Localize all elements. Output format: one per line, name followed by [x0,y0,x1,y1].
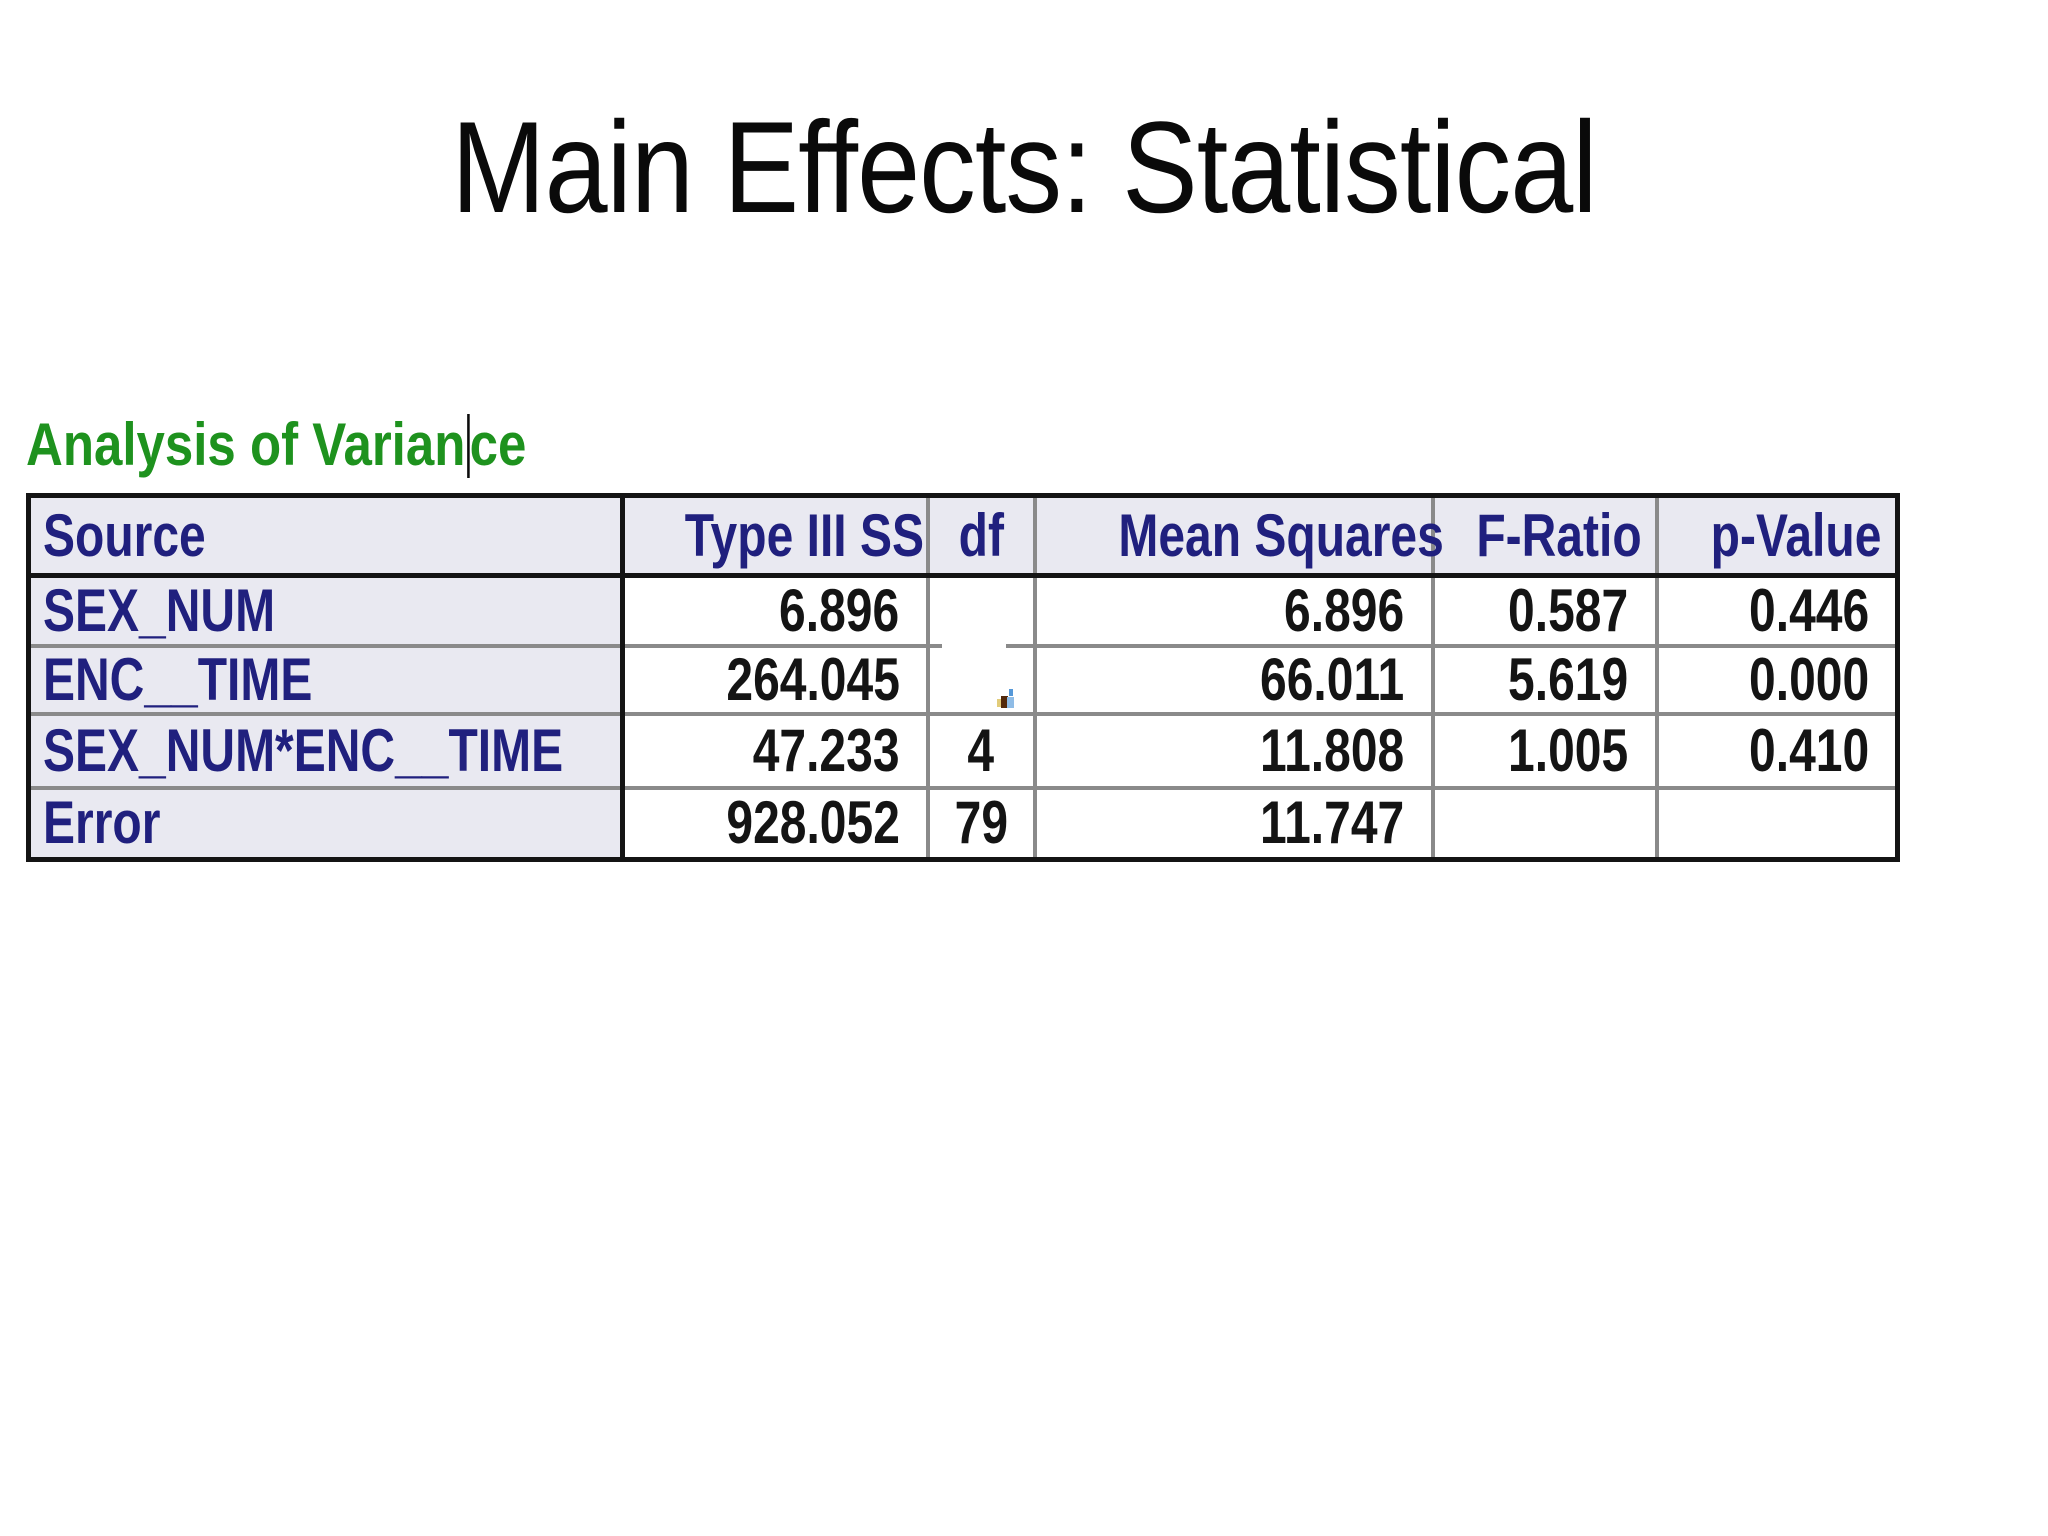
render-artifact-pixels [1009,689,1013,696]
column-header-type-iii-ss: Type III SS [620,495,928,578]
cell-type-iii-ss: 928.052 [620,785,928,860]
cell-source: SEX_NUM*ENC__TIME [28,711,625,788]
cell-mean-squares: 11.808 [1032,711,1433,788]
cell-p-value: 0.000 [1654,643,1898,714]
cell-df: 79 [925,785,1035,860]
cell-mean-squares: 6.896 [1032,573,1433,646]
table-row: Error 928.052 79 11.747 [28,785,1898,860]
render-artifact-pixels [997,699,1002,707]
page-title[interactable]: Main Effects: Statistical [451,94,1597,240]
render-artifact-gridline-gap [942,640,1006,654]
cell-source: ENC__TIME [28,643,625,714]
cell-f-ratio: 5.619 [1430,643,1657,714]
cell-type-iii-ss: 6.896 [620,573,928,646]
cell-mean-squares: 66.011 [1032,643,1433,714]
column-header-f-ratio: F-Ratio [1430,495,1657,578]
cell-f-ratio [1430,785,1657,860]
column-header-source: Source [28,495,625,578]
cell-source: SEX_NUM [28,573,625,646]
column-header-mean-squares: Mean Squares [1032,495,1443,578]
render-artifact-pixels [1001,696,1008,708]
cell-df: 4 [925,711,1035,788]
column-header-df: df [925,495,1035,578]
column-header-p-value: p-Value [1654,495,1898,578]
cell-p-value: 0.410 [1654,711,1898,788]
anova-table[interactable]: Source Type III SS df Mean Squares F-Rat… [26,493,1900,862]
anova-title-text-before-caret: Analysis of Varian [26,411,466,478]
cell-p-value: 0.446 [1654,573,1898,646]
cell-type-iii-ss: 47.233 [620,711,928,788]
table-row: SEX_NUM*ENC__TIME 47.233 4 11.808 1.005 … [28,711,1898,788]
cell-mean-squares: 11.747 [1032,785,1433,860]
cell-f-ratio: 0.587 [1430,573,1657,646]
text-cursor-caret [467,414,470,478]
table-row: SEX_NUM 6.896 6.896 0.587 0.446 [28,573,1898,646]
cell-f-ratio: 1.005 [1430,711,1657,788]
cell-df [925,643,1035,714]
anova-title-text-after-caret: ce [469,411,527,478]
cell-df [925,573,1035,646]
render-artifact-pixels [1007,697,1014,708]
cell-source: Error [28,785,625,860]
cell-type-iii-ss: 264.045 [620,643,928,714]
table-header-row: Source Type III SS df Mean Squares F-Rat… [28,495,1898,578]
anova-table-title[interactable]: Analysis of Variance [26,412,526,478]
table-row: ENC__TIME 264.045 66.011 5.619 0.000 [28,643,1898,714]
cell-p-value [1654,785,1898,860]
